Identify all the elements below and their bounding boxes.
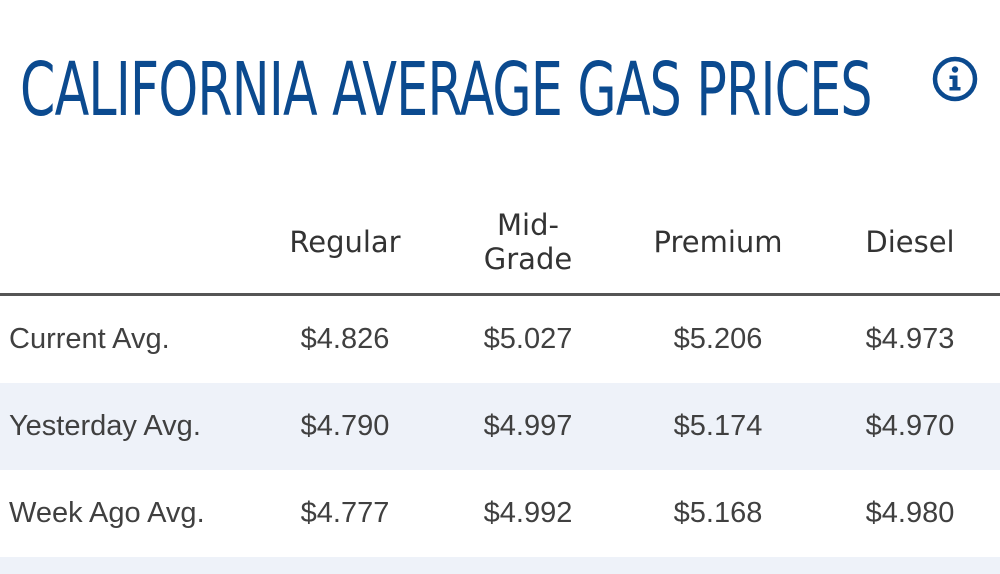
page-title: CALIFORNIA AVERAGE GAS PRICES (20, 47, 873, 133)
row-label: Week Ago Avg. (9, 497, 205, 529)
table-row: Current Avg. $4.826 $5.027 $5.206 $4.973 (0, 296, 1000, 383)
price-diesel: $4.980 (865, 497, 955, 529)
price-diesel: $4.973 (865, 323, 955, 355)
column-header-midgrade: Mid- Grade (443, 190, 613, 294)
info-circle-icon[interactable] (932, 56, 978, 102)
column-header-midgrade-line2: Grade (483, 242, 573, 276)
price-regular: $4.826 (300, 323, 390, 355)
row-label: Yesterday Avg. (9, 410, 201, 442)
price-midgrade: $5.027 (483, 323, 573, 355)
column-header-diesel: Diesel (865, 225, 955, 259)
price-midgrade: $4.992 (483, 497, 573, 529)
row-label: Current Avg. (9, 323, 170, 355)
table-row: Week Ago Avg. $4.777 $4.992 $5.168 $4.98… (0, 470, 1000, 557)
price-regular: $4.777 (300, 497, 390, 529)
price-premium: $5.206 (673, 323, 763, 355)
price-premium: $5.168 (673, 497, 763, 529)
table-header: Regular Mid- Grade Premium Diesel (0, 190, 1000, 294)
column-header-premium: Premium (653, 225, 783, 259)
column-header-regular: Regular (289, 225, 401, 259)
price-diesel: $4.970 (865, 410, 955, 442)
price-midgrade: $4.997 (483, 410, 573, 442)
price-regular: $4.790 (300, 410, 390, 442)
table-row-partial (0, 557, 1000, 574)
column-header-midgrade-line1: Mid- (497, 208, 559, 242)
price-premium: $5.174 (673, 410, 763, 442)
header-divider (0, 293, 1000, 296)
table-row: Yesterday Avg. $4.790 $4.997 $5.174 $4.9… (0, 383, 1000, 470)
